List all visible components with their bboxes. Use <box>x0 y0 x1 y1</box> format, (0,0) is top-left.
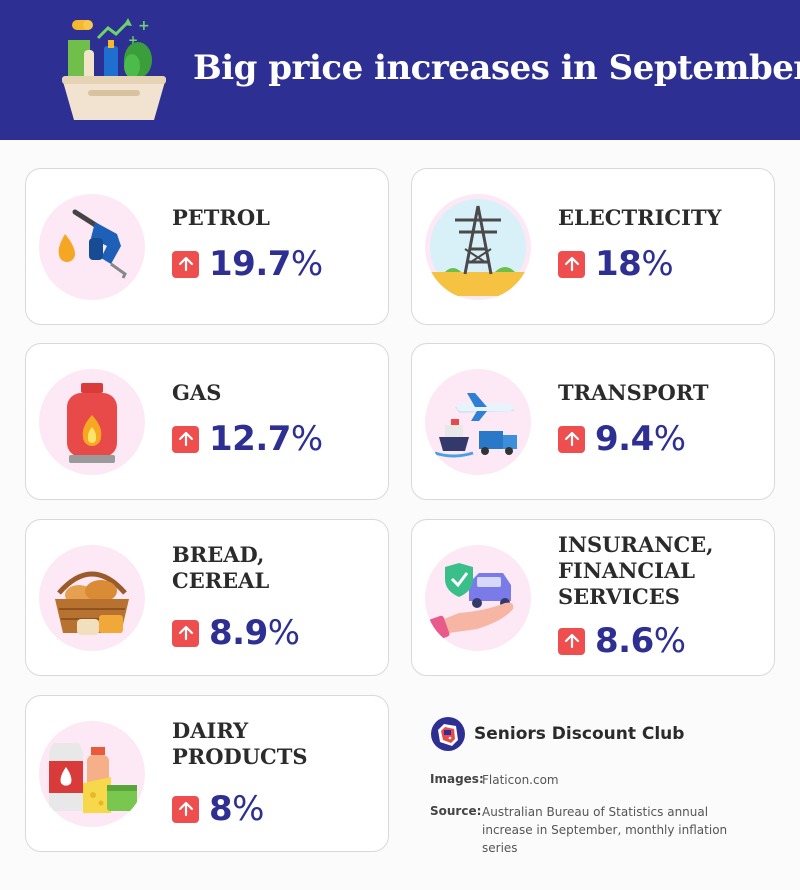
gas-cylinder-icon <box>39 369 145 475</box>
value-text: 8.6% <box>595 621 686 661</box>
images-credit: Flaticon.com <box>482 773 559 787</box>
arrow-up-icon <box>172 619 199 647</box>
header-banner: + + Big price increases in September <box>0 0 800 140</box>
value-text: 8.9% <box>209 613 300 653</box>
value-text: 12.7% <box>209 419 323 459</box>
transport-icon <box>425 369 531 475</box>
brand: Seniors Discount Club <box>430 716 684 752</box>
card-petrol: PETROL 19.7% <box>25 168 389 325</box>
bread-basket-icon <box>39 545 145 651</box>
category-label: DAIRY PRODUCTS <box>172 718 308 769</box>
value-row: 12.7% <box>172 422 323 456</box>
category-label: TRANSPORT <box>558 380 709 405</box>
value-row: 8.9% <box>172 616 300 650</box>
category-label: BREAD, CEREAL <box>172 542 270 593</box>
value-row: 18% <box>558 244 674 284</box>
category-label: GAS <box>172 380 222 405</box>
value-text: 9.4% <box>595 419 686 459</box>
arrow-up-icon <box>172 250 199 278</box>
category-label: ELECTRICITY <box>558 205 722 230</box>
value-text: 19.7% <box>209 244 323 284</box>
arrow-up-icon <box>558 425 585 453</box>
svg-text:+: + <box>128 33 138 47</box>
insurance-icon <box>425 545 531 651</box>
dairy-icon <box>39 721 145 827</box>
value-row: 19.7% <box>172 247 323 281</box>
category-label: INSURANCE, FINANCIAL SERVICES <box>558 532 714 609</box>
value-text: 18% <box>595 244 674 284</box>
arrow-up-icon <box>558 627 585 655</box>
brand-name: Seniors Discount Club <box>474 724 685 744</box>
brand-logo-icon <box>431 717 465 751</box>
value-row: 9.4% <box>558 422 686 456</box>
arrow-up-icon <box>558 250 585 278</box>
svg-text:+: + <box>138 18 150 34</box>
card-insurance: INSURANCE, FINANCIAL SERVICES 8.6% <box>411 519 775 676</box>
source-text: Australian Bureau of Statistics annual i… <box>482 805 728 855</box>
source-label: Source: <box>430 804 482 818</box>
fuel-nozzle-icon <box>39 194 145 300</box>
arrow-up-icon <box>172 795 199 823</box>
images-label: Images: <box>430 772 484 786</box>
card-dairy: DAIRY PRODUCTS 8% <box>25 695 389 852</box>
value-text: 8% <box>209 789 264 829</box>
card-bread-cereal: BREAD, CEREAL 8.9% <box>25 519 389 676</box>
card-transport: TRANSPORT 9.4% <box>411 343 775 500</box>
power-tower-icon <box>425 194 531 300</box>
page-title: Big price increases in September <box>193 48 800 88</box>
arrow-up-icon <box>172 425 199 453</box>
value-row: 8.6% <box>558 624 686 658</box>
card-electricity: ELECTRICITY 18% <box>411 168 775 325</box>
grocery-basket-icon: + + <box>62 18 166 120</box>
category-label: PETROL <box>172 205 270 230</box>
card-gas: GAS 12.7% <box>25 343 389 500</box>
value-row: 8% <box>172 792 264 826</box>
